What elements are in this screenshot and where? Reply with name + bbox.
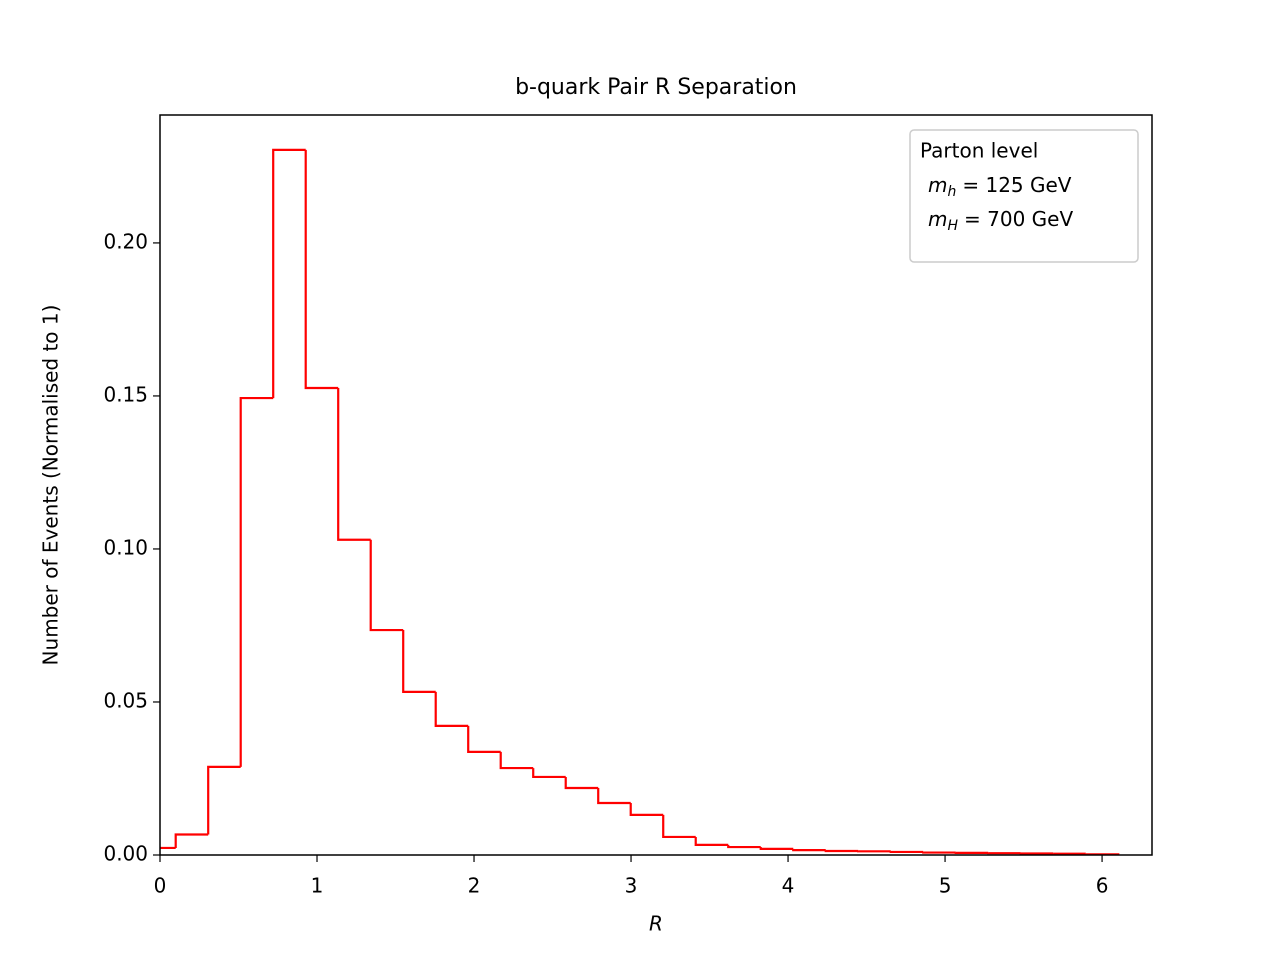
histogram-step: [402, 630, 436, 693]
subscript: H: [947, 218, 958, 234]
histogram-step: [434, 691, 469, 727]
histogram-step: [532, 768, 566, 779]
y-tick-label: 0.20: [103, 229, 148, 253]
y-tick-label: 0.15: [103, 382, 148, 406]
y-tick-label: 0.00: [103, 842, 148, 866]
histogram-step: [174, 833, 209, 848]
symbol: m: [928, 173, 947, 197]
histogram-step: [792, 848, 826, 852]
histogram-step: [499, 751, 534, 770]
x-tick-label: 5: [939, 874, 952, 898]
x-tick-label: 4: [782, 874, 795, 898]
histogram-step: [727, 844, 761, 849]
axes-frame: [159, 114, 1153, 856]
histogram-step: [889, 850, 924, 854]
x-tick-label: 6: [1096, 874, 1109, 898]
histogram-step: [597, 787, 631, 805]
histogram-step: [662, 814, 696, 839]
x-tick-label: 0: [154, 874, 167, 898]
x-tick-label: 3: [625, 874, 638, 898]
histogram-step: [922, 851, 956, 854]
annotation-line: mH = 700 GeV: [928, 207, 1073, 235]
histogram-step: [694, 836, 729, 847]
histogram-step: [239, 396, 274, 767]
histogram-step: [824, 849, 859, 853]
symbol: m: [928, 207, 947, 231]
annotation-text: = 125 GeV: [962, 173, 1071, 197]
y-axis-label: Number of Events (Normalised to 1): [39, 305, 63, 666]
x-tick-label: 2: [468, 874, 481, 898]
annotation-box: [909, 129, 1139, 263]
x-axis-label: R: [649, 912, 663, 936]
histogram-step: [272, 148, 306, 399]
histogram-step: [564, 776, 599, 790]
annotation-text: = 700 GeV: [964, 207, 1073, 231]
x-tick-label: 1: [311, 874, 324, 898]
plot-area: [160, 148, 1120, 855]
histogram-step: [467, 725, 501, 753]
y-tick-label: 0.05: [103, 688, 148, 712]
subscript: h: [947, 184, 956, 200]
histogram-step: [369, 539, 404, 632]
annotation-line: mh = 125 GeV: [928, 173, 1072, 201]
histogram-step: [337, 387, 371, 541]
y-tick-label: 0.10: [103, 535, 148, 559]
histogram-step: [759, 847, 794, 850]
histogram-step: [629, 802, 664, 817]
histogram-step: [160, 846, 176, 850]
histogram-step: [207, 765, 241, 835]
annotation-heading: Parton level: [920, 139, 1038, 163]
histogram-step: [304, 149, 339, 390]
chart-title: b-quark Pair R Separation: [515, 75, 797, 100]
